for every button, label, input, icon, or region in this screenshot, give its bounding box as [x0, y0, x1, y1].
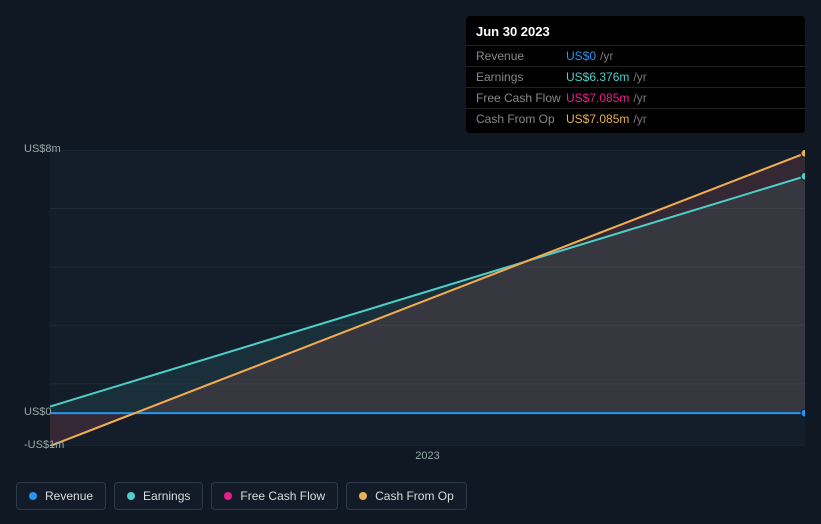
tooltip-metric-value: US$0 — [566, 49, 596, 63]
tooltip-metric-label: Earnings — [476, 70, 566, 84]
x-tick-label: 2023 — [415, 450, 439, 462]
legend-item-earnings[interactable]: Earnings — [114, 482, 203, 510]
legend-item-cfo[interactable]: Cash From Op — [346, 482, 467, 510]
legend-item-fcf[interactable]: Free Cash Flow — [211, 482, 338, 510]
tooltip-metric-label: Cash From Op — [476, 112, 566, 126]
tooltip-row: Cash From OpUS$7.085m/yr — [466, 108, 805, 129]
tooltip-unit: /yr — [633, 70, 646, 84]
y-tick-label: US$8m — [24, 143, 61, 155]
y-tick-label: -US$1m — [24, 439, 64, 451]
y-axis-labels: US$8m US$0 -US$1m — [16, 0, 66, 524]
legend-item-revenue[interactable]: Revenue — [16, 482, 106, 510]
tooltip-metric-label: Free Cash Flow — [476, 91, 566, 105]
financial-chart: Jun 30 2023 RevenueUS$0/yrEarningsUS$6.3… — [0, 0, 821, 524]
tooltip-metric-label: Revenue — [476, 49, 566, 63]
legend-label: Free Cash Flow — [240, 489, 325, 503]
tooltip-date: Jun 30 2023 — [466, 24, 805, 45]
legend-label: Revenue — [45, 489, 93, 503]
tooltip-rows: RevenueUS$0/yrEarningsUS$6.376m/yrFree C… — [466, 45, 805, 129]
legend-label: Earnings — [143, 489, 190, 503]
tooltip-row: Free Cash FlowUS$7.085m/yr — [466, 87, 805, 108]
tooltip-row: RevenueUS$0/yr — [466, 45, 805, 66]
tooltip-unit: /yr — [600, 49, 613, 63]
tooltip-metric-value: US$7.085m — [566, 112, 629, 126]
y-tick-label: US$0 — [24, 406, 52, 418]
legend-label: Cash From Op — [375, 489, 454, 503]
line-area-svg — [16, 150, 805, 446]
legend-dot-icon — [224, 492, 232, 500]
tooltip-unit: /yr — [633, 112, 646, 126]
tooltip-row: EarningsUS$6.376m/yr — [466, 66, 805, 87]
tooltip-unit: /yr — [633, 91, 646, 105]
tooltip-metric-value: US$6.376m — [566, 70, 629, 84]
legend-dot-icon — [127, 492, 135, 500]
legend-dot-icon — [359, 492, 367, 500]
legend-dot-icon — [29, 492, 37, 500]
legend: Revenue Earnings Free Cash Flow Cash From O… — [16, 482, 467, 510]
tooltip-metric-value: US$7.085m — [566, 91, 629, 105]
chart-tooltip: Jun 30 2023 RevenueUS$0/yrEarningsUS$6.3… — [466, 16, 805, 133]
plot-area[interactable] — [16, 150, 805, 446]
